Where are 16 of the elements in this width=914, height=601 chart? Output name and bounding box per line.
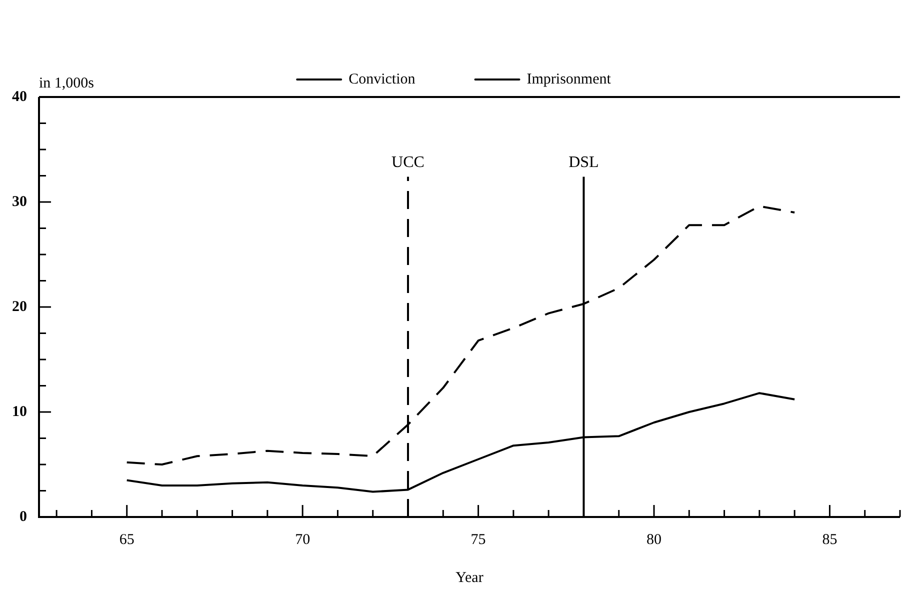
y-tick-label: 20 xyxy=(12,298,27,315)
ref-line-label: DSL xyxy=(568,154,599,172)
x-axis-title: Year xyxy=(456,570,484,586)
legend-label: Imprisonment xyxy=(526,71,612,88)
y-tick-label: 40 xyxy=(12,88,27,105)
y-tick-label: 30 xyxy=(12,194,27,210)
x-tick-label: 85 xyxy=(822,532,838,548)
y-tick-label: 10 xyxy=(12,404,27,420)
legend-label: Conviction xyxy=(348,71,416,88)
x-tick-label: 80 xyxy=(646,532,662,548)
x-tick-label: 65 xyxy=(119,532,134,548)
x-tick-label: 70 xyxy=(295,532,310,548)
y-axis-title: in 1,000s xyxy=(39,75,94,92)
x-tick-label: 75 xyxy=(470,532,486,548)
y-tick-label: 0 xyxy=(20,508,27,525)
ref-line-label: UCC xyxy=(392,154,424,172)
